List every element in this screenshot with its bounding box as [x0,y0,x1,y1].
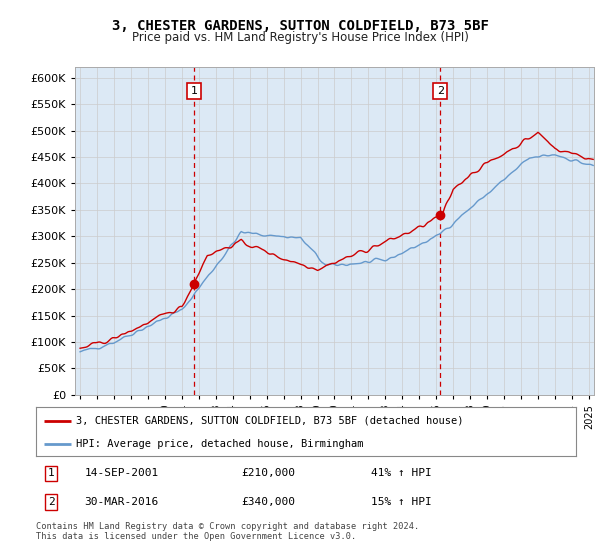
Text: £340,000: £340,000 [241,497,295,507]
Text: 1: 1 [190,86,197,96]
Text: 3, CHESTER GARDENS, SUTTON COLDFIELD, B73 5BF: 3, CHESTER GARDENS, SUTTON COLDFIELD, B7… [112,19,488,33]
Text: 30-MAR-2016: 30-MAR-2016 [85,497,159,507]
Text: 2: 2 [437,86,444,96]
Text: 41% ↑ HPI: 41% ↑ HPI [371,469,431,478]
Text: 3, CHESTER GARDENS, SUTTON COLDFIELD, B73 5BF (detached house): 3, CHESTER GARDENS, SUTTON COLDFIELD, B7… [77,416,464,426]
Text: 1: 1 [48,469,55,478]
Text: Contains HM Land Registry data © Crown copyright and database right 2024.
This d: Contains HM Land Registry data © Crown c… [36,522,419,542]
Text: 14-SEP-2001: 14-SEP-2001 [85,469,159,478]
Text: 15% ↑ HPI: 15% ↑ HPI [371,497,431,507]
Text: £210,000: £210,000 [241,469,295,478]
Text: HPI: Average price, detached house, Birmingham: HPI: Average price, detached house, Birm… [77,439,364,449]
Text: Price paid vs. HM Land Registry's House Price Index (HPI): Price paid vs. HM Land Registry's House … [131,31,469,44]
Text: 2: 2 [48,497,55,507]
